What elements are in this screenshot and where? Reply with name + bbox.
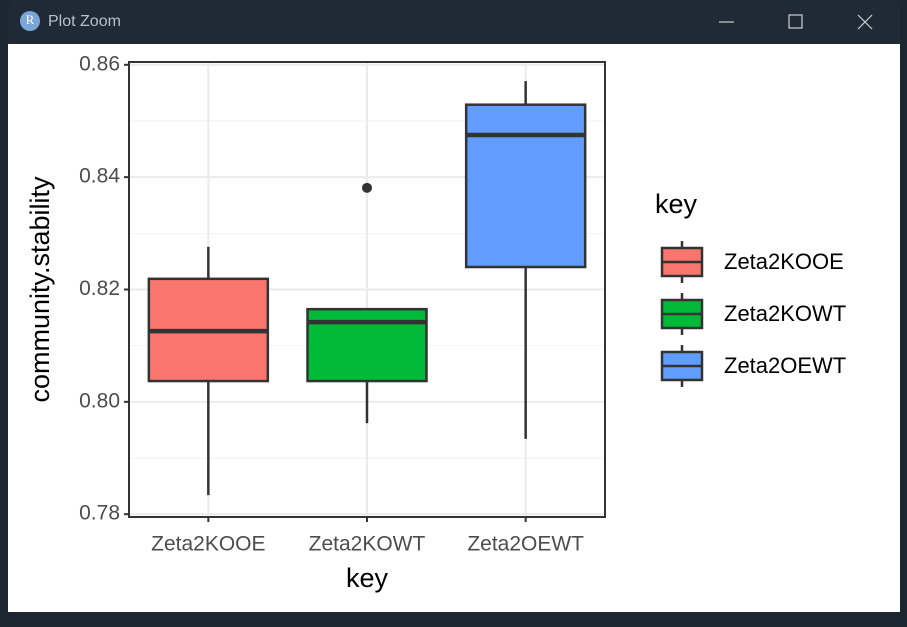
close-button[interactable]: [857, 14, 873, 30]
app-icon: [20, 11, 40, 31]
y-tick-label: 0.84: [79, 165, 120, 188]
legend-title: key: [655, 189, 698, 219]
panel-border: [128, 61, 606, 518]
y-tick-label: 0.86: [79, 52, 120, 75]
legend-label: Zeta2OEWT: [724, 353, 846, 378]
legend-label: Zeta2KOWT: [724, 301, 846, 326]
x-tick-label: Zeta2KOOE: [151, 533, 265, 556]
legend-label: Zeta2KOOE: [724, 249, 844, 274]
x-tick-label: Zeta2KOWT: [309, 533, 426, 556]
y-tick-label: 0.80: [79, 389, 120, 412]
x-axis-title: key: [346, 563, 389, 593]
window-title: Plot Zoom: [48, 13, 121, 30]
y-tick-label: 0.78: [79, 502, 120, 525]
app-icon-label: R: [26, 12, 35, 27]
maximize-button[interactable]: [788, 14, 803, 29]
box: [464, 103, 587, 269]
outlier: [362, 182, 372, 193]
chart: 0.78 0.80 0.82 0.84 0.86 Zeta2KOOE Zeta2KOWT Ze…: [25, 52, 846, 593]
window-content: [8, 44, 900, 612]
y-axis-title: community.stability: [25, 176, 55, 403]
y-tick-label: 0.82: [79, 277, 120, 300]
x-tick-label: Zeta2OEWT: [467, 533, 584, 556]
